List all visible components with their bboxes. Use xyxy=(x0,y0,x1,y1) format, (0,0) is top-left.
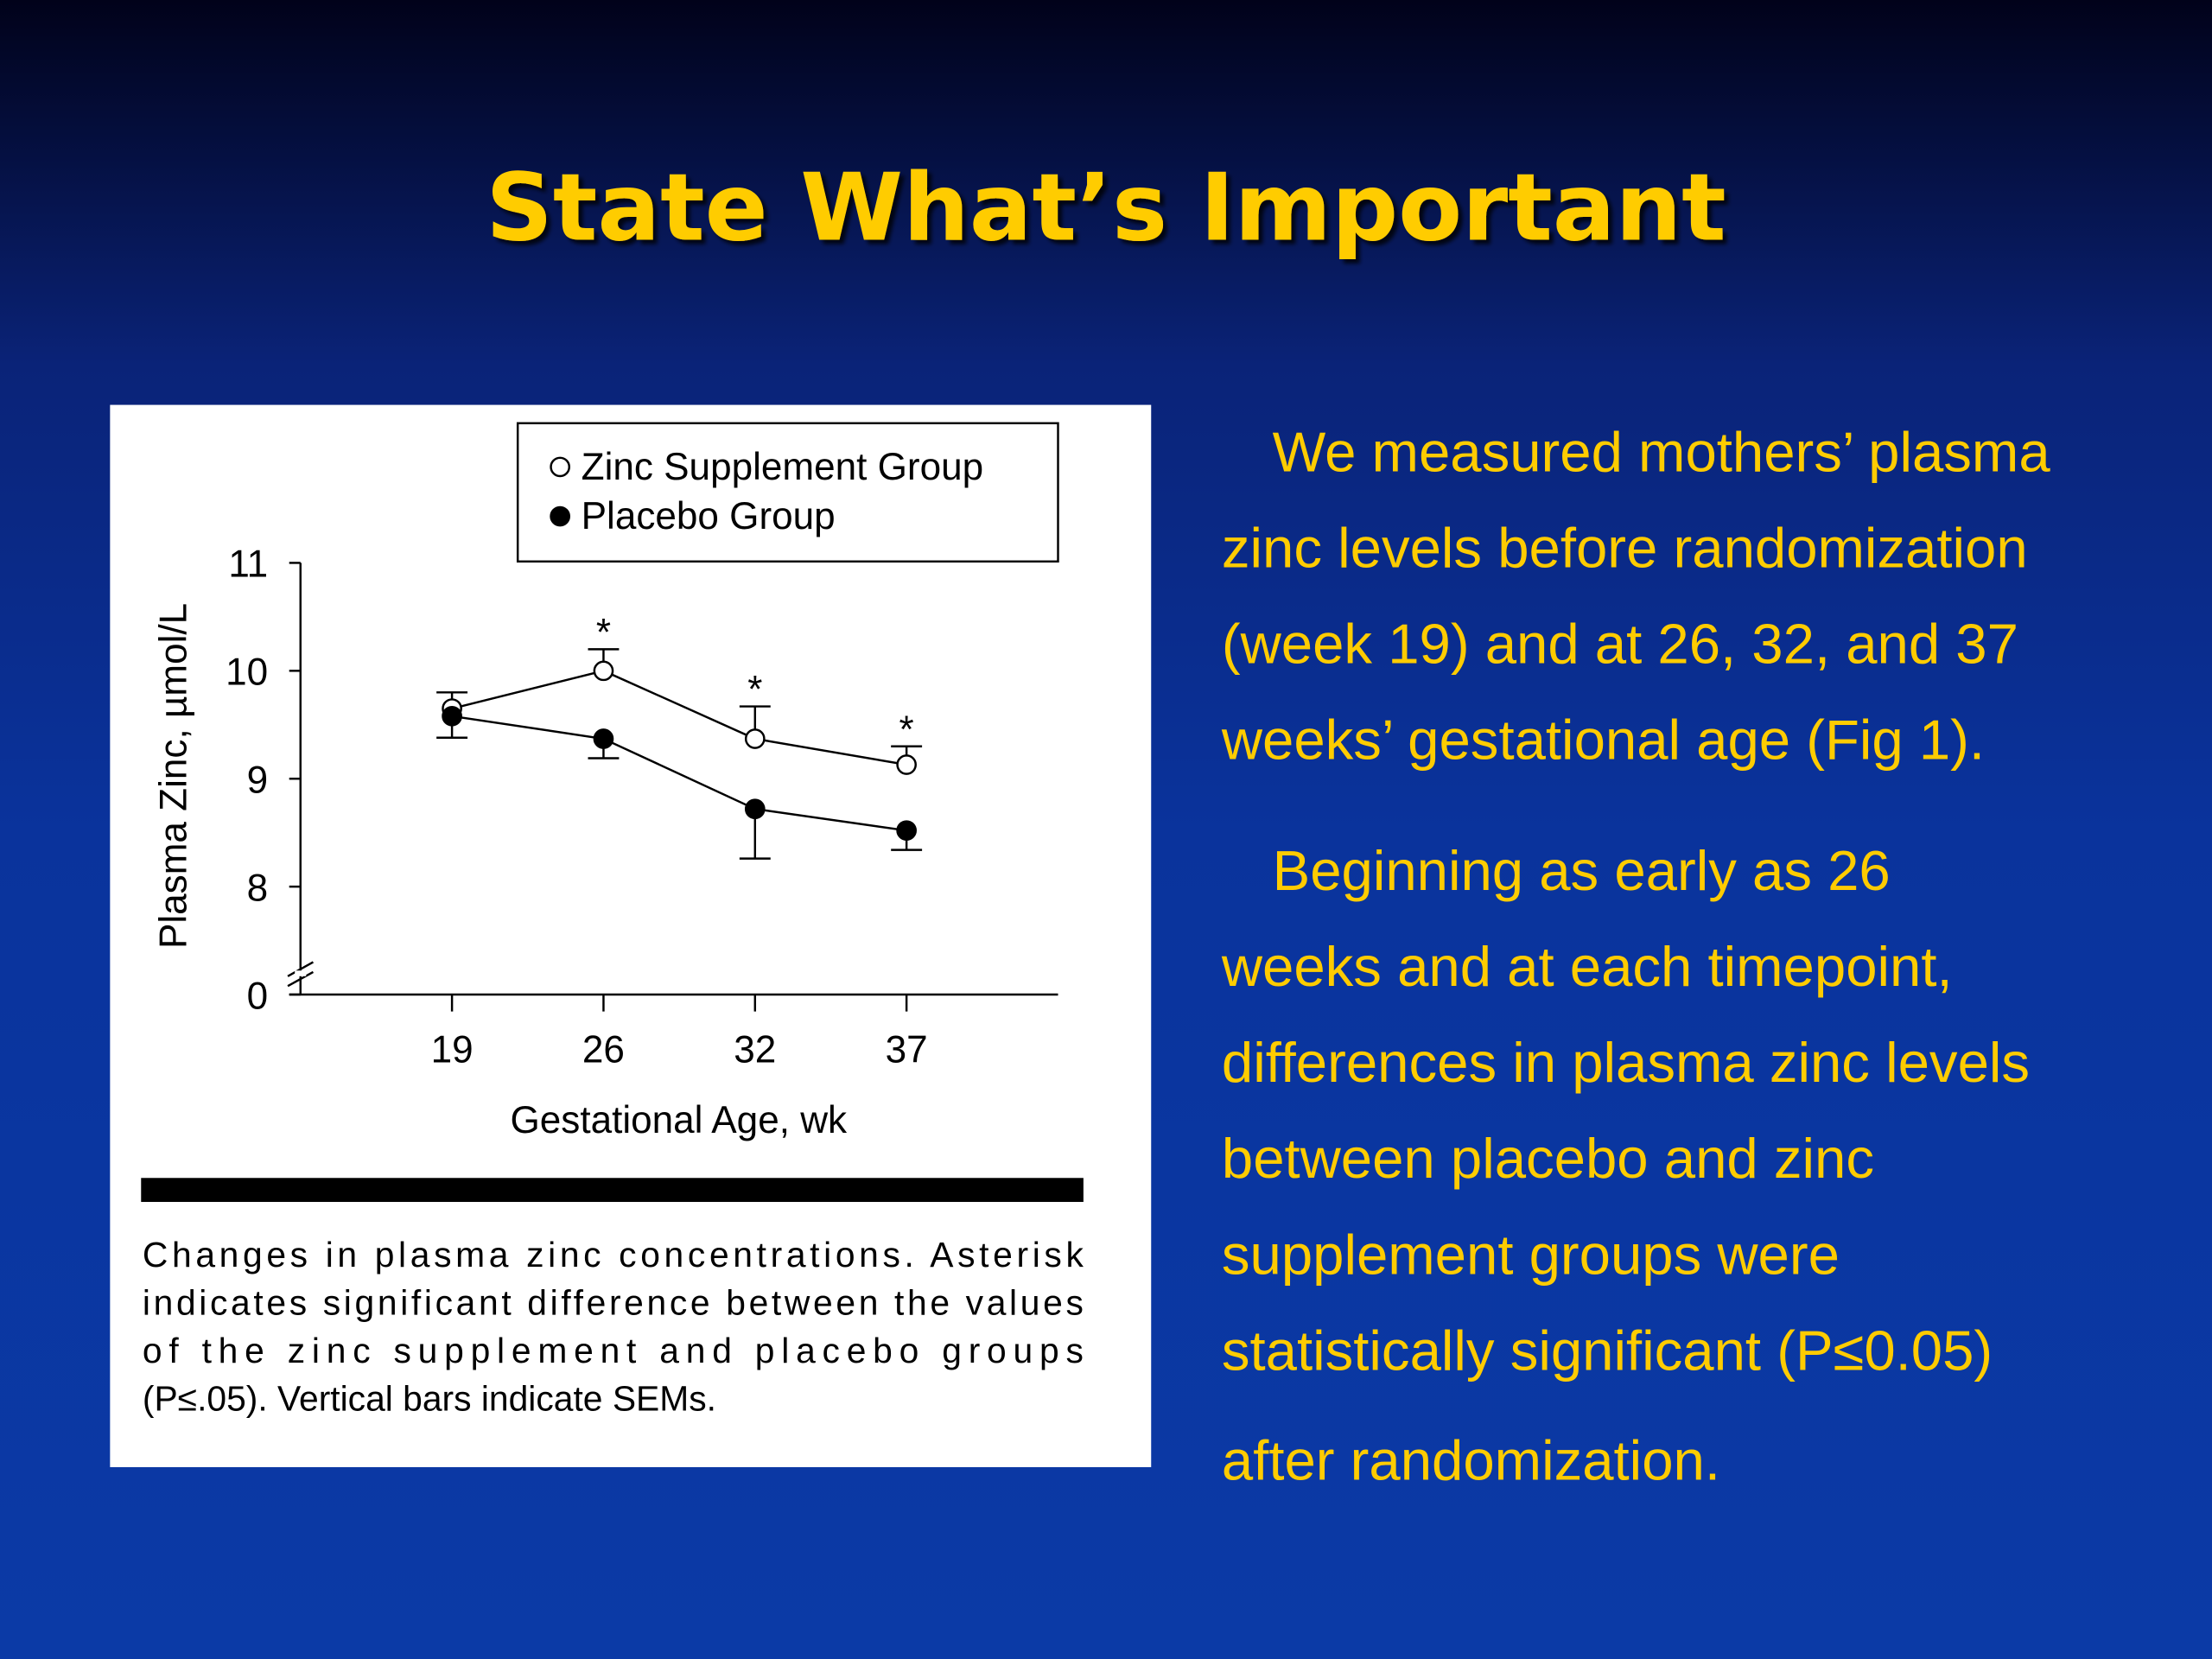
body-text-line: between placebo and zinc xyxy=(1222,1127,1874,1190)
axis-break xyxy=(287,970,315,988)
y-tick-label: 10 xyxy=(226,652,268,694)
data-point xyxy=(896,754,917,775)
x-tick-label: 32 xyxy=(734,1028,776,1071)
data-point xyxy=(442,705,462,727)
significance-marker: * xyxy=(899,709,914,751)
legend-marker xyxy=(550,505,570,527)
legend-label: Placebo Group xyxy=(582,495,836,537)
figure-panel xyxy=(110,404,1152,1467)
axis-break-gap xyxy=(295,970,307,976)
body-text-line: We measured mothers’ plasma xyxy=(1273,420,2051,483)
caption-line: indicates significant difference between… xyxy=(143,1283,1084,1323)
caption-line: of the zinc supplement and placebo group… xyxy=(143,1331,1084,1370)
series-line xyxy=(451,670,907,766)
data-point xyxy=(744,798,766,820)
caption-line: (P≤.05). Vertical bars indicate SEMs. xyxy=(143,1379,716,1419)
x-tick-label: 26 xyxy=(582,1028,625,1071)
data-point xyxy=(744,728,766,749)
slide-title: State What’s Important xyxy=(486,155,1726,263)
body-text-line: differences in plasma zinc levels xyxy=(1222,1031,2030,1094)
data-point xyxy=(593,660,614,682)
y-tick-label: 8 xyxy=(247,867,269,909)
separator-bar xyxy=(141,1178,1084,1203)
caption-line: Changes in plasma zinc concentrations. A… xyxy=(143,1235,1084,1274)
significance-marker: * xyxy=(747,669,762,711)
series-line xyxy=(451,715,907,832)
body-text-line: supplement groups were xyxy=(1222,1223,1840,1286)
body-text-line: (week 19) and at 26, 32, and 37 xyxy=(1222,612,2018,675)
axis-break xyxy=(287,961,315,977)
x-axis-label: Gestational Age, wk xyxy=(511,1099,849,1141)
legend-label: Zinc Supplement Group xyxy=(582,446,984,488)
x-tick-label: 37 xyxy=(886,1028,928,1071)
data-point xyxy=(896,820,917,842)
y-tick-label: 9 xyxy=(247,760,269,802)
body-text-line: Beginning as early as 26 xyxy=(1273,839,1891,902)
y-axis-label: Plasma Zinc, µmol/L xyxy=(153,603,195,949)
legend-marker xyxy=(550,456,570,478)
body-text-line: weeks and at each timepoint, xyxy=(1221,935,1953,998)
significance-marker: * xyxy=(596,611,611,653)
body-text-line: after randomization. xyxy=(1222,1429,1720,1492)
legend-box xyxy=(516,422,1059,563)
x-tick-label: 19 xyxy=(431,1028,474,1071)
y-tick-label: 0 xyxy=(247,975,269,1017)
body-text-line: zinc levels before randomization xyxy=(1222,516,2028,579)
y-tick-label: 11 xyxy=(228,543,268,586)
body-text-line: weeks’ gestational age (Fig 1). xyxy=(1221,708,1985,771)
data-point xyxy=(593,728,614,749)
body-text-line: statistically significant (P≤0.05) xyxy=(1222,1319,1993,1382)
